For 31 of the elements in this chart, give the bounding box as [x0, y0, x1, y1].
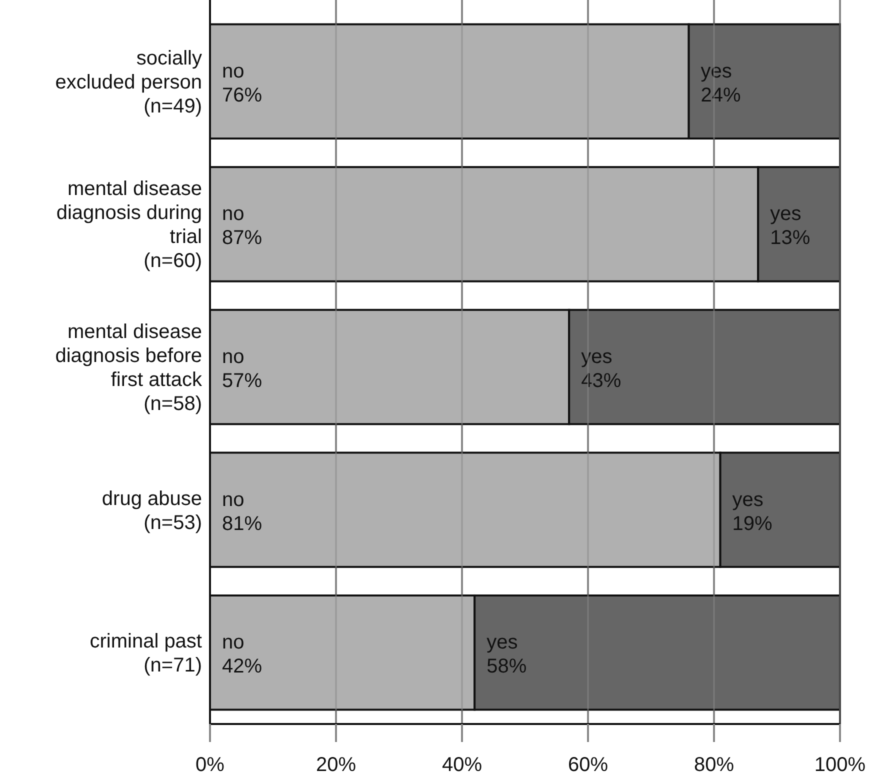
series-label: yes: [700, 60, 732, 82]
x-tick-label: 20%: [316, 754, 356, 776]
data-label: 13%: [770, 227, 810, 250]
data-label: 42%: [222, 656, 262, 678]
text: yes: [486, 632, 518, 654]
data-label: 81%: [222, 512, 262, 535]
x-tick-label: 100%: [814, 754, 866, 776]
x-tick-label: 80%: [694, 754, 734, 776]
data-label: 19%: [732, 512, 773, 535]
x-tick-label: 0%: [196, 754, 225, 776]
text: no: [222, 203, 244, 226]
data-label: 57%: [222, 370, 262, 392]
y-tick-label: drug abuse (n=53): [102, 488, 202, 534]
text: no: [222, 632, 244, 654]
text: yes: [770, 203, 802, 226]
data-label: 58%: [486, 656, 527, 678]
text: yes: [732, 488, 764, 511]
y-tick-label: mental disease diagnosis before first attack (n=58): [55, 321, 203, 415]
y-tick-label: socially excluded person (n=49): [55, 47, 202, 118]
data-label: 87%: [222, 227, 262, 250]
data-label: 76%: [222, 84, 262, 106]
text: no: [222, 488, 244, 511]
x-tick-label: 60%: [568, 754, 608, 776]
text: no: [222, 346, 244, 368]
data-label: 24%: [700, 84, 742, 106]
x-tick-label: 40%: [442, 754, 482, 776]
series-label: no: [222, 60, 244, 82]
y-tick-label: criminal past (n=71): [90, 630, 202, 677]
y-tick-label: mental disease diagnosis during trial (n=60): [56, 178, 202, 272]
text: yes: [581, 346, 612, 368]
data-label: 43%: [581, 370, 622, 392]
